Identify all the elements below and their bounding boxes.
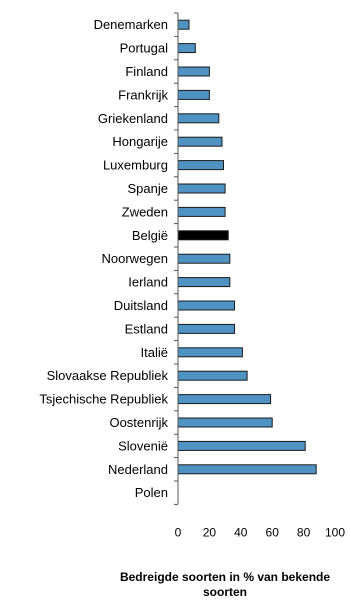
category-label-hongarije: Hongarije	[112, 134, 168, 149]
bar-frankrijk	[177, 89, 210, 100]
category-label-oostenrijk: Oostenrijk	[109, 415, 168, 430]
category-label-estland: Estland	[125, 321, 168, 336]
bars-group	[177, 19, 317, 475]
category-label-griekenland: Griekenland	[98, 111, 168, 126]
category-label-slovenie: Slovenië	[118, 438, 168, 453]
bar-slovenie	[177, 440, 306, 451]
x-tick-label-60: 60	[266, 525, 280, 539]
bar-zweden	[177, 206, 226, 217]
bar-portugal	[177, 43, 196, 54]
bar-hongarije	[177, 136, 223, 147]
bar-chart: Denemarken Portugal Finland Frankrijk Grieke…	[39, 12, 346, 539]
category-labels-group: Denemarken Portugal Finland Frankrijk Grieke…	[39, 17, 168, 500]
x-tick-label-100: 100	[325, 525, 345, 539]
bar-nederland	[177, 464, 317, 475]
category-label-tsjechische-republiek: Tsjechische Republiek	[39, 392, 168, 407]
category-label-ierland: Ierland	[128, 275, 168, 290]
category-label-polen: Polen	[135, 485, 168, 500]
bar-finland	[177, 66, 210, 77]
category-label-duitsland: Duitsland	[114, 298, 168, 313]
bar-slovaakse-republiek	[177, 370, 248, 381]
x-tick-label-0: 0	[175, 525, 182, 539]
bar-spanje	[177, 183, 226, 194]
x-tick-label-20: 20	[203, 525, 217, 539]
category-label-finland: Finland	[125, 64, 168, 79]
x-axis-label: Bedreigde soorten in % van bekende soort…	[119, 570, 331, 599]
bar-italie	[177, 347, 243, 358]
bar-griekenland	[177, 113, 220, 124]
bar-belgie	[177, 230, 229, 241]
category-label-slovaakse-republiek: Slovaakse Republiek	[47, 368, 169, 383]
bar-tsjechische-republiek	[177, 394, 272, 405]
bar-duitsland	[177, 300, 235, 311]
category-label-luxemburg: Luxemburg	[103, 158, 168, 173]
category-label-frankrijk: Frankrijk	[118, 87, 168, 102]
x-tick-label-80: 80	[297, 525, 311, 539]
bar-noorwegen	[177, 253, 231, 264]
category-label-portugal: Portugal	[120, 41, 169, 56]
bar-luxemburg	[177, 160, 224, 171]
bar-ierland	[177, 277, 231, 288]
category-label-nederland: Nederland	[108, 462, 168, 477]
category-label-denemarken: Denemarken	[94, 17, 168, 32]
x-tick-label-40: 40	[234, 525, 248, 539]
category-label-noorwegen: Noorwegen	[102, 251, 169, 266]
category-label-belgie: België	[132, 228, 168, 243]
bar-denemarken	[177, 19, 190, 30]
category-label-spanje: Spanje	[128, 181, 168, 196]
tick-labels-group: 0 20 40 60 80 100	[175, 525, 346, 539]
category-label-zweden: Zweden	[122, 204, 168, 219]
bar-oostenrijk	[177, 417, 273, 428]
category-label-italie: Italië	[141, 345, 168, 360]
axes-group	[174, 12, 179, 505]
bar-estland	[177, 323, 235, 334]
